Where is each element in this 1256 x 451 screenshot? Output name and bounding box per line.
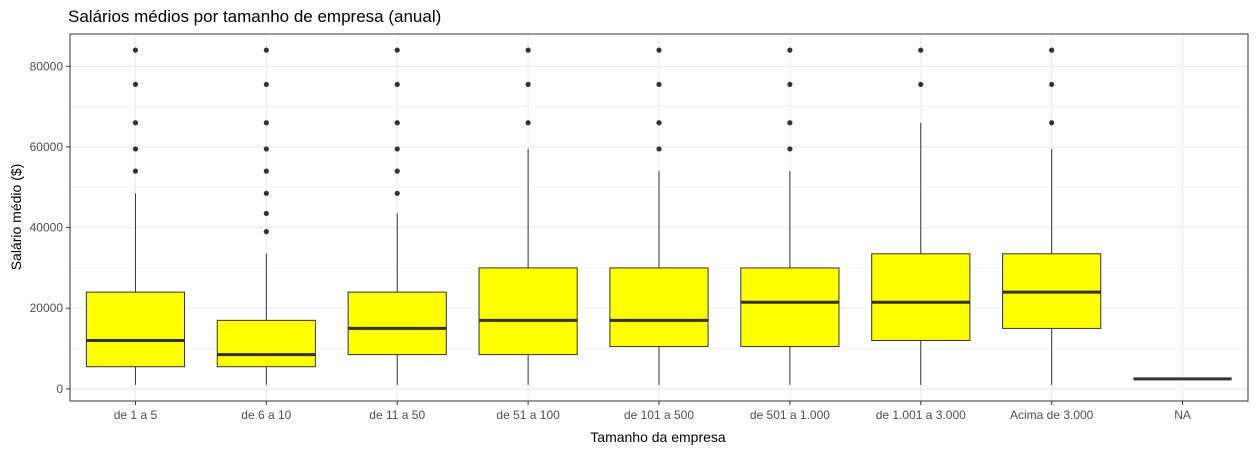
outlier-point [525, 81, 531, 88]
box-iqr [216, 319, 316, 368]
y-tick-label: 40000 [30, 221, 64, 235]
box-8 [1002, 47, 1102, 385]
outlier-point [263, 120, 269, 126]
outlier-point [918, 47, 924, 53]
x-tick-label: de 11 a 50 [369, 408, 425, 422]
outlier-point [1049, 120, 1055, 126]
box-iqr [871, 253, 971, 342]
box-iqr [347, 291, 447, 356]
outlier-point [1049, 81, 1055, 88]
box-4 [478, 47, 578, 385]
outlier-point [132, 81, 139, 88]
box-7 [871, 47, 971, 385]
outlier-point [787, 146, 793, 152]
outlier-point [656, 120, 662, 126]
y-tick-label: 60000 [30, 140, 64, 154]
y-tick-label: 20000 [30, 301, 64, 315]
outlier-point [132, 120, 139, 126]
outlier-point [263, 229, 269, 235]
outlier-point [525, 47, 531, 53]
y-tick-label: 0 [56, 382, 63, 396]
outlier-point [394, 168, 400, 174]
box-5 [609, 47, 709, 385]
outlier-point [656, 146, 662, 152]
outlier-point [263, 168, 269, 174]
box-iqr [740, 267, 840, 348]
x-axis-title: Tamanho da empresa [590, 429, 726, 445]
x-tick-label: de 1.001 a 3.000 [876, 408, 966, 422]
outlier-point [263, 146, 269, 152]
x-tick-label: de 6 a 10 [241, 408, 291, 422]
box-iqr [609, 267, 709, 348]
box-6 [740, 47, 840, 385]
axes: 0 20000 40000 60000 80000 de 1 a 5 de 6 a 10 de… [30, 33, 1249, 422]
y-tick-label: 80000 [30, 59, 64, 73]
outlier-point [787, 81, 793, 88]
outlier-point [132, 47, 139, 53]
x-tick-label: de 101 a 500 [624, 408, 694, 422]
outlier-point [263, 81, 269, 88]
outlier-point [656, 47, 662, 53]
outlier-point [394, 47, 400, 53]
x-tick-label: NA [1174, 408, 1191, 422]
x-tick-label: de 1 a 5 [114, 408, 158, 422]
box-1 [85, 47, 186, 385]
x-tick-label: de 51 a 100 [496, 408, 560, 422]
outlier-point [263, 190, 269, 196]
outlier-point [525, 120, 531, 126]
outlier-point [394, 81, 400, 88]
outlier-point [394, 146, 400, 152]
chart-title: Salários médios por tamanho de empresa (… [68, 7, 441, 26]
box-3 [347, 47, 447, 385]
outlier-point [263, 210, 269, 217]
outlier-point [918, 81, 924, 88]
plot-marks [85, 47, 1232, 385]
outlier-point [132, 146, 139, 152]
outlier-point [394, 190, 400, 196]
box-iqr [478, 267, 578, 356]
outlier-point [394, 120, 400, 126]
box-2 [216, 47, 316, 385]
box-iqr [85, 291, 186, 368]
outlier-point [263, 47, 269, 53]
outlier-point [787, 120, 793, 126]
y-axis-title: Salário médio ($) [8, 164, 24, 271]
x-tick-label: de 501 a 1.000 [750, 408, 830, 422]
outlier-point [1049, 47, 1055, 53]
x-tick-label: Acima de 3.000 [1010, 408, 1094, 422]
outlier-point [656, 81, 662, 88]
outlier-point [132, 168, 139, 174]
outlier-point [787, 47, 793, 53]
